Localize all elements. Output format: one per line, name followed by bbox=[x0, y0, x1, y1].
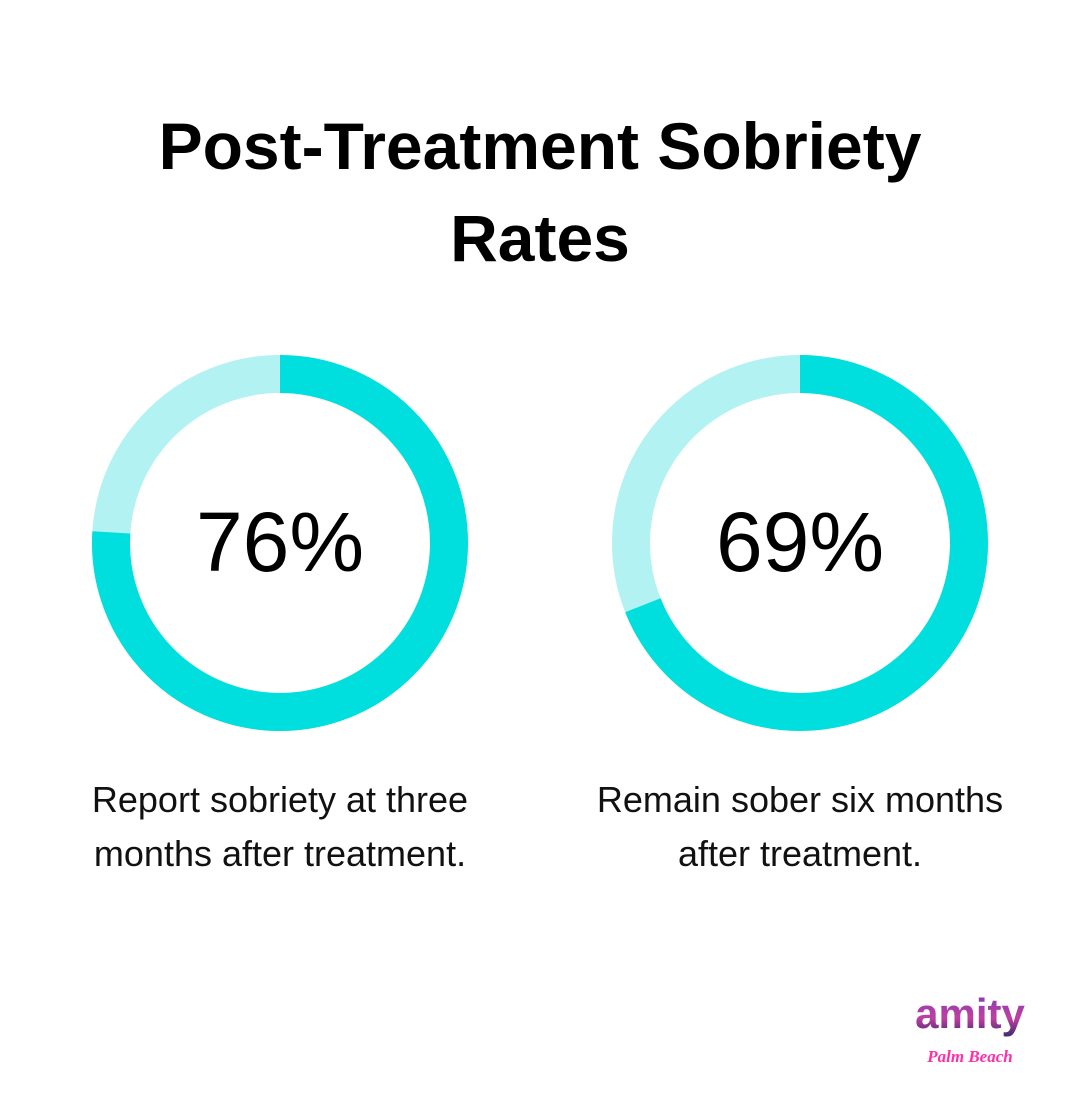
donut-value-arc bbox=[625, 355, 988, 731]
caption-line: Report sobriety at three bbox=[91, 779, 469, 820]
caption-line: after treatment. bbox=[677, 833, 923, 874]
caption-line: months after treatment. bbox=[93, 833, 467, 874]
logo-subtext: Palm Beach bbox=[926, 1047, 1012, 1066]
logo-wordmark: amity bbox=[915, 990, 1025, 1037]
donut-chart-1: 76% bbox=[92, 355, 468, 731]
donut-value-arc bbox=[92, 355, 468, 731]
chart-title: Post-Treatment Sobriety Rates bbox=[0, 100, 1080, 284]
donut-center-label: 69% bbox=[716, 495, 884, 589]
caption-line: Remain sober six months bbox=[596, 779, 1004, 820]
title-line-2: Rates bbox=[450, 201, 630, 275]
donut-chart-2: 69% bbox=[612, 355, 988, 731]
caption-1: Report sobriety at three months after tr… bbox=[30, 773, 530, 881]
donut-center-label: 76% bbox=[196, 495, 364, 589]
amity-palm-beach-logo: amity Palm Beach bbox=[915, 990, 1025, 1066]
caption-2: Remain sober six months after treatment. bbox=[550, 773, 1050, 881]
title-line-1: Post-Treatment Sobriety bbox=[158, 109, 922, 183]
